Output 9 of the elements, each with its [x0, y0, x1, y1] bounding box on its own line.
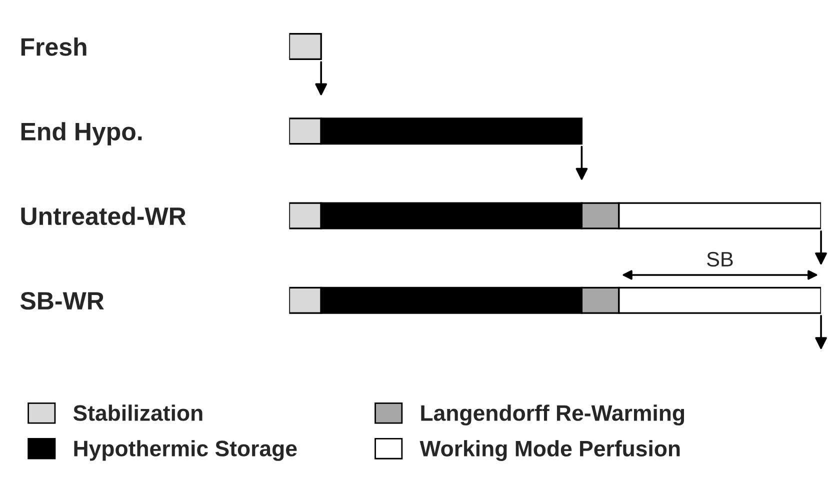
y-tick-label: Untreated-WR: [21, 206, 186, 226]
y-tick-label: End Hypo.: [21, 122, 142, 146]
y-tick-label: Fresh: [21, 37, 86, 56]
y-tick-label: SB-WR: [20, 292, 104, 310]
legend-label: Hypothermic Storage: [74, 440, 297, 461]
legend-label: Langendorff Re-Warming: [421, 404, 684, 426]
legend-label: Stabilization: [73, 404, 202, 421]
legend-label: Working Mode Perfusion: [420, 440, 680, 461]
annotation: SB: [707, 252, 733, 267]
